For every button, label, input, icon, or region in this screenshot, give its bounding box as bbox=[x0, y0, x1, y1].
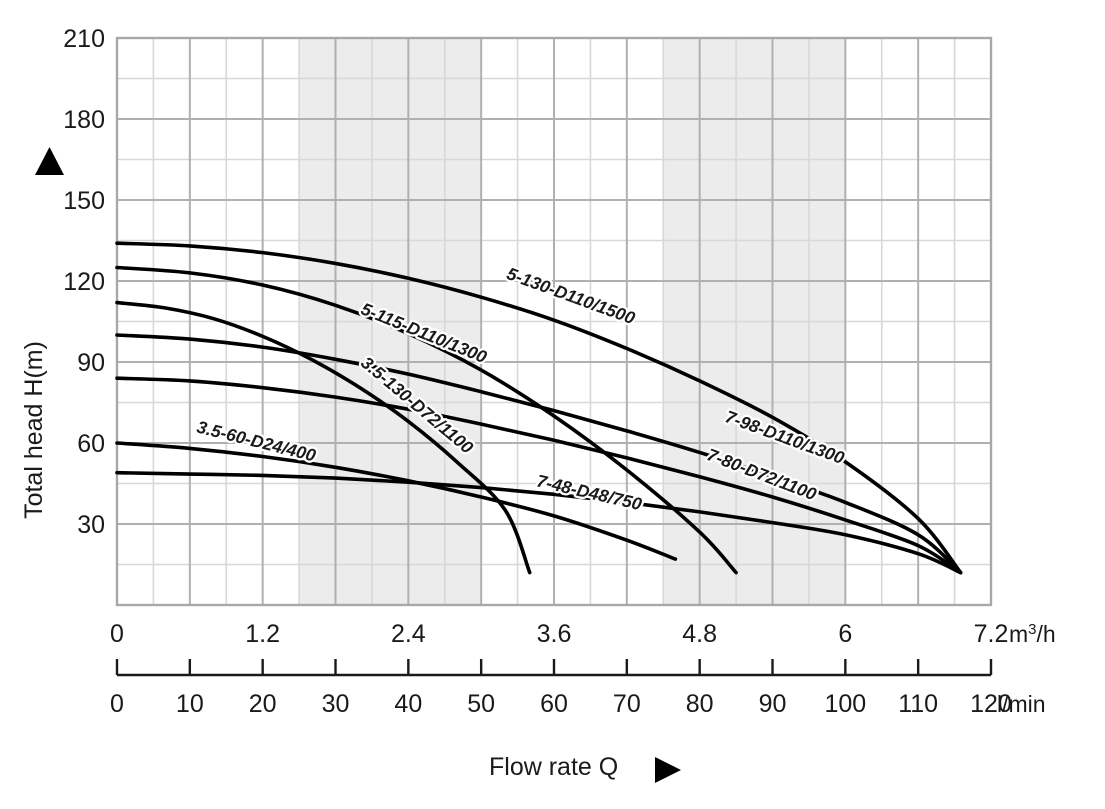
curve-label-5-130-D110/1500: 5-130-D110/1500 bbox=[504, 263, 638, 328]
x-tick-label-primary: 4.8 bbox=[682, 620, 717, 648]
x-tick-label-primary: 6 bbox=[838, 620, 852, 648]
x-tick-label-secondary: 70 bbox=[613, 690, 641, 718]
y-axis-tick-labels: 30 60 90 120 150 180 210 bbox=[63, 25, 105, 539]
x-tick-label-secondary: 120 bbox=[970, 690, 1012, 718]
x-axis-arrow-icon bbox=[655, 757, 681, 783]
x-tick-label-secondary: 0 bbox=[110, 690, 124, 718]
x-tick-label-secondary: 110 bbox=[898, 690, 938, 718]
x-tick-label-secondary: 100 bbox=[824, 690, 866, 718]
y-tick-label: 210 bbox=[63, 25, 105, 53]
x-tick-label-primary: 1.2 bbox=[245, 620, 280, 648]
y-axis-title: Total head H(m) bbox=[20, 341, 48, 519]
x-unit-primary-label: m3/h bbox=[1009, 621, 1056, 648]
curves-group bbox=[115, 241, 963, 575]
x-tick-label-primary: 3.6 bbox=[537, 620, 572, 648]
x-tick-label-secondary: 30 bbox=[322, 690, 350, 718]
x-axis-secondary-scale bbox=[115, 659, 993, 677]
x-tick-label-secondary: 80 bbox=[686, 690, 714, 718]
x-axis-secondary-tick-labels: 0 10 20 30 40 50 60 70 80 90 100 110 120 bbox=[110, 690, 1012, 718]
x-tick-label-secondary: 90 bbox=[759, 690, 787, 718]
x-tick-label-secondary: 40 bbox=[394, 690, 422, 718]
x-tick-label-primary: 0 bbox=[110, 620, 124, 648]
y-tick-label: 30 bbox=[77, 511, 105, 539]
x-tick-label-secondary: 10 bbox=[176, 690, 204, 718]
x-axis-title: Flow rate Q bbox=[489, 753, 618, 781]
x-tick-label-primary: 2.4 bbox=[391, 620, 426, 648]
curve-5-130-D110/1500 bbox=[115, 241, 963, 575]
x-unit-secondary-label: l/min bbox=[997, 691, 1046, 717]
y-tick-label: 60 bbox=[77, 430, 105, 458]
x-tick-label-secondary: 60 bbox=[540, 690, 568, 718]
curve-7-80-D72/1100 bbox=[115, 376, 963, 575]
y-tick-label: 180 bbox=[63, 106, 105, 134]
y-tick-label: 90 bbox=[77, 349, 105, 377]
x-tick-label-secondary: 50 bbox=[467, 690, 495, 718]
curve-5-115-D110/1300 bbox=[115, 265, 738, 575]
x-tick-label-secondary: 20 bbox=[249, 690, 277, 718]
curve-7-48-D48/750 bbox=[115, 470, 963, 575]
y-axis-arrow-icon bbox=[35, 147, 64, 175]
y-tick-label: 150 bbox=[63, 187, 105, 215]
y-tick-label: 120 bbox=[63, 268, 105, 296]
x-axis-primary-tick-labels: 0 1.2 2.4 3.6 4.8 6 7.2 bbox=[110, 620, 1008, 648]
plot-frame bbox=[115, 36, 993, 607]
curve-7-98-D110/1300 bbox=[115, 333, 963, 575]
curve-3.5-130-D72/1100 bbox=[115, 300, 532, 575]
x-tick-label-primary: 7.2 bbox=[974, 620, 1009, 648]
